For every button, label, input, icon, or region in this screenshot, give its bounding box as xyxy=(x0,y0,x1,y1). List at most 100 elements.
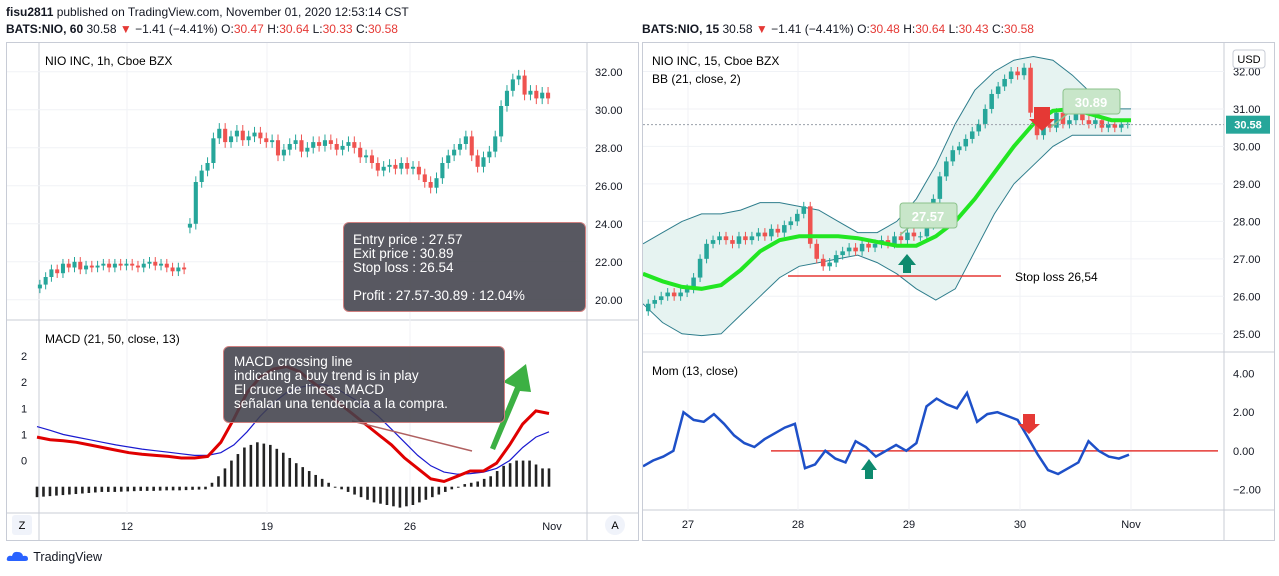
macd-histogram-bar xyxy=(139,486,142,491)
right-candle xyxy=(769,228,774,237)
right-candle xyxy=(937,176,943,199)
macd-histogram-bar xyxy=(74,486,78,495)
log-scale-toggle[interactable] xyxy=(12,515,32,535)
left-candle xyxy=(293,140,298,144)
left-candle xyxy=(135,265,140,268)
left-candle xyxy=(317,142,322,146)
auto-scale-toggle[interactable] xyxy=(605,515,625,535)
left-chart-title: NIO INC, 1h, Cboe BZX xyxy=(45,54,172,68)
macd-histogram-bar xyxy=(534,464,538,487)
left-candle xyxy=(258,132,263,139)
left-chart-svg[interactable]: NIO INC, 1h, Cboe BZX MACD (21, 50, clos… xyxy=(7,43,638,540)
macd-histogram-bar xyxy=(521,460,525,487)
left-candle xyxy=(387,164,392,167)
macd-title: MACD (21, 50, close, 13) xyxy=(45,332,180,346)
right-candle xyxy=(807,206,813,244)
right-candle xyxy=(678,292,683,297)
right-chart-title: NIO INC, 15, Cboe BZX xyxy=(652,54,779,68)
left-change: −1.41 (−4.41%) xyxy=(135,22,218,36)
exit-price-label xyxy=(1062,88,1121,115)
last-price-tag-text: 30.58 xyxy=(1234,120,1262,132)
left-candle xyxy=(176,267,181,272)
macd-histogram-bar xyxy=(184,486,188,491)
right-candle xyxy=(1086,120,1092,124)
macd-histogram-bar xyxy=(171,486,175,491)
left-candle xyxy=(358,147,363,158)
right-candle xyxy=(833,255,839,263)
right-candle xyxy=(1106,123,1111,128)
right-chart-svg[interactable]: NIO INC, 15, Cboe BZX BB (21, close, 2) … xyxy=(643,43,1274,540)
right-candle xyxy=(905,232,910,241)
left-candle xyxy=(481,157,486,167)
exit-price-label-text: 30.89 xyxy=(1075,95,1108,110)
left-time-tick: 12 xyxy=(121,521,133,533)
right-price-tick: 28.00 xyxy=(1233,216,1261,228)
mom-axis-tick: 4.00 xyxy=(1233,369,1254,381)
macd-histogram-bar xyxy=(126,486,130,492)
currency-label: USD xyxy=(1237,54,1260,66)
tradingview-logo[interactable]: TradingView xyxy=(6,549,102,564)
left-candle xyxy=(112,263,117,268)
right-candle xyxy=(723,236,729,241)
macd-histogram-bar xyxy=(307,471,311,487)
right-candle xyxy=(1080,112,1085,121)
right-chart-panel[interactable]: NIO INC, 15, Cboe BZX BB (21, close, 2) … xyxy=(642,42,1275,541)
right-candle xyxy=(788,221,794,226)
macd-histogram-bar xyxy=(42,486,45,497)
left-candle xyxy=(170,267,175,272)
left-candle xyxy=(159,263,164,266)
macd-histogram-bar xyxy=(113,486,117,492)
right-candle xyxy=(1093,120,1098,124)
left-down-arrow-icon: ▼ xyxy=(119,22,132,36)
right-candle xyxy=(820,258,826,267)
green-up-arrow-icon xyxy=(490,364,531,450)
left-close: 30.58 xyxy=(367,22,398,36)
macd-histogram-bar xyxy=(301,467,305,487)
left-candle xyxy=(475,155,480,167)
macd-histogram-bar xyxy=(515,460,518,487)
left-candle xyxy=(346,142,351,146)
right-candle xyxy=(1112,123,1118,128)
left-candle xyxy=(211,138,216,163)
left-candle xyxy=(141,263,146,268)
mom-axis-tick: 2.00 xyxy=(1233,407,1254,419)
macd-note-box: MACD crossing line indicating a buy tren… xyxy=(223,346,505,423)
right-open: 30.48 xyxy=(869,22,900,36)
macd-histogram-bar xyxy=(275,448,279,487)
macd-histogram-bar xyxy=(411,486,415,505)
publish-line: fisu2811 published on TradingView.com, N… xyxy=(6,5,409,19)
left-chart-panel[interactable]: NIO INC, 1h, Cboe BZX MACD (21, 50, clos… xyxy=(6,42,639,541)
currency-button[interactable] xyxy=(1232,49,1266,69)
right-time-tick: Nov xyxy=(1121,519,1141,531)
left-candle xyxy=(416,166,421,175)
left-candle xyxy=(328,140,333,144)
right-candle xyxy=(782,225,787,233)
left-candle xyxy=(124,263,129,266)
right-candle xyxy=(911,232,917,237)
bollinger-lower-band xyxy=(643,134,1131,337)
left-candle xyxy=(434,178,439,188)
left-price-tick: 20.00 xyxy=(595,295,623,307)
stop-loss-text: Stop loss : 26.54 xyxy=(353,260,454,275)
right-candle xyxy=(995,86,1001,94)
macd-histogram-bar xyxy=(132,486,136,492)
macd-histogram-bar xyxy=(327,482,330,487)
right-time-tick: 27 xyxy=(682,519,694,531)
macd-histogram-bar xyxy=(100,486,104,492)
macd-histogram-bar xyxy=(469,482,473,487)
macd-histogram-bar xyxy=(178,486,181,491)
macd-histogram-bar xyxy=(48,486,52,497)
left-candle xyxy=(375,163,380,171)
macd-histogram-bar xyxy=(372,486,376,503)
right-candle xyxy=(898,236,904,241)
macd-histogram-bar xyxy=(450,486,454,490)
left-candle xyxy=(153,261,158,266)
right-candle xyxy=(1021,67,1027,76)
left-candle xyxy=(311,142,316,148)
macd-histogram-bar xyxy=(223,468,227,487)
right-close: 30.58 xyxy=(1003,22,1034,36)
right-candle xyxy=(756,232,761,237)
left-candle xyxy=(457,144,463,150)
left-price-tick: 28.00 xyxy=(595,143,623,155)
macd-histogram-bar xyxy=(476,481,480,487)
